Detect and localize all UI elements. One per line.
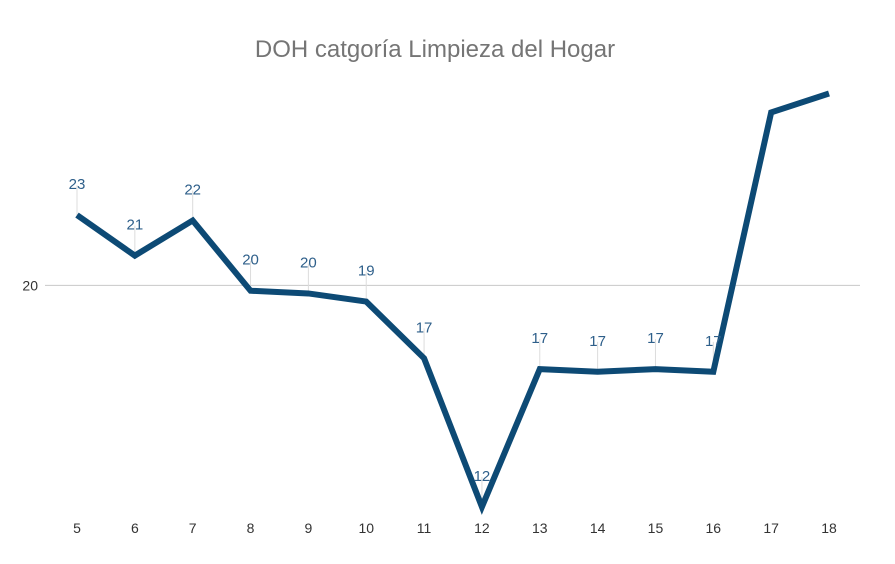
x-tick-label: 15	[648, 520, 664, 536]
x-tick-label: 17	[763, 520, 779, 536]
data-label: 17	[416, 319, 433, 336]
x-tick-label: 18	[821, 520, 837, 536]
x-tick-label: 16	[706, 520, 722, 536]
x-tick-label: 14	[590, 520, 606, 536]
data-label: 23	[69, 176, 86, 193]
data-label: 17	[589, 333, 606, 350]
data-label: 17	[531, 330, 548, 347]
data-label: 19	[358, 263, 375, 280]
x-tick-label: 11	[417, 520, 432, 536]
data-label: 21	[127, 217, 144, 234]
x-tick-label: 6	[131, 520, 139, 536]
data-label: 17	[705, 333, 722, 350]
x-tick-label: 8	[247, 520, 255, 536]
x-tick-label: 13	[532, 520, 548, 536]
x-tick-label: 12	[474, 520, 490, 536]
data-label: 12	[474, 468, 491, 485]
data-label: 17	[647, 330, 664, 347]
data-label: 20	[300, 254, 317, 271]
series-line	[75, 90, 830, 515]
x-tick-label: 7	[189, 520, 197, 536]
x-tick-label: 9	[304, 520, 312, 536]
chart-title: DOH catgoría Limpieza del Hogar	[254, 36, 616, 63]
x-tick-label: 10	[358, 520, 374, 536]
x-tick-label: 5	[73, 520, 81, 536]
y-tick-label: 20	[22, 277, 38, 293]
data-label: 20	[242, 252, 259, 269]
data-label: 22	[184, 181, 201, 198]
